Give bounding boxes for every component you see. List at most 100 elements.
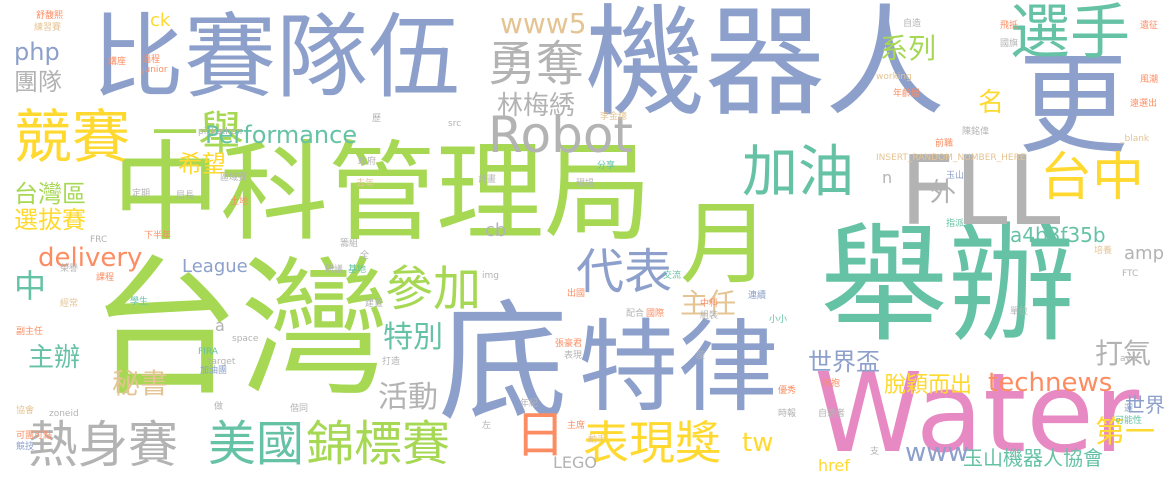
word-img: img <box>482 271 499 281</box>
word-講座: 講座 <box>108 57 127 67</box>
word-玉山: 玉山 <box>946 171 965 181</box>
word-定期: 定期 <box>132 189 151 199</box>
word-活動: 活動 <box>378 380 438 415</box>
word-台中: 台中 <box>1040 148 1145 208</box>
word-n: n <box>882 168 893 187</box>
word-配合: 配合 <box>626 309 645 319</box>
word-名: 名 <box>978 88 1005 118</box>
word-偕同: 偕同 <box>290 404 309 414</box>
word-表現獎: 表現獎 <box>583 416 721 470</box>
word-現場: 現場 <box>576 179 595 189</box>
word-日: 日 <box>515 406 565 464</box>
word-世界: 世界 <box>1125 393 1165 417</box>
word-經常: 經常 <box>60 299 79 309</box>
word-張豪君: 張豪君 <box>555 339 583 349</box>
word-勇奪: 勇奪 <box>488 36 585 92</box>
word-自造: 自造 <box>903 19 922 29</box>
word-舒馥熙: 舒馥熙 <box>36 11 64 21</box>
word-選手: 選手 <box>1010 0 1130 68</box>
word-優秀: 優秀 <box>778 386 797 396</box>
word-可能性: 可能性 <box>1115 416 1143 426</box>
word-php: php <box>14 38 60 66</box>
word-technews: technews <box>988 368 1113 398</box>
word-美國: 美國 <box>208 416 305 472</box>
word-年紀: 年紀 <box>520 399 539 409</box>
word-working: working <box>876 72 912 82</box>
word-a4b3f35b: a4b3f35b <box>1010 223 1106 247</box>
word-junior: junior <box>142 65 168 75</box>
word-動手: 動手 <box>588 435 607 445</box>
word-amp: amp <box>1124 243 1164 264</box>
word-籌組: 籌組 <box>340 239 359 249</box>
word-台灣區: 台灣區 <box>14 180 86 208</box>
word-主任: 主任 <box>680 287 737 320</box>
word-脫穎而出: 脫穎而出 <box>884 373 973 398</box>
word-代表: 代表 <box>576 244 673 300</box>
word-選拔賽: 選拔賽 <box>14 206 86 234</box>
word-參加: 參加 <box>385 261 482 317</box>
word-舉辦: 舉辦 <box>820 211 1077 360</box>
word-組裝: 組裝 <box>700 311 719 321</box>
word-競賽: 競賽 <box>14 103 131 171</box>
word-遠選出: 遠選出 <box>1130 99 1158 109</box>
word-學生: 學生 <box>130 297 149 307</box>
word-世界盃: 世界盃 <box>808 348 880 376</box>
word-計畫: 計畫 <box>478 175 497 185</box>
word-選: 選 <box>1124 404 1134 414</box>
word-ftc: FTC <box>1122 269 1139 279</box>
word-錦標賽: 錦標賽 <box>306 416 451 472</box>
word-全: 全 <box>360 251 370 261</box>
word-林梅綉: 林梅綉 <box>497 91 576 121</box>
word-時報: 時報 <box>778 409 797 419</box>
word-一舉: 一舉 <box>152 106 244 160</box>
word-培養: 培養 <box>1094 246 1113 256</box>
word-比賽隊伍: 比賽隊伍 <box>92 4 461 111</box>
word-歷: 歷 <box>372 114 382 124</box>
word-打氣: 打氣 <box>1095 337 1152 370</box>
word-做: 做 <box>214 402 224 412</box>
word-中科: 中科 <box>700 299 719 309</box>
word-指派: 指派 <box>946 219 965 229</box>
word-熱身賽: 熱身賽 <box>28 416 178 474</box>
word-分享: 分享 <box>597 161 616 171</box>
word-加油團: 加油團 <box>200 366 228 376</box>
word-performance: Performance <box>205 121 358 149</box>
word-第一: 第一 <box>1095 415 1155 450</box>
word-water: Water <box>814 349 1140 477</box>
word-左: 左 <box>482 421 492 431</box>
word-年齡層: 年齡層 <box>893 89 921 99</box>
word-target: target <box>208 357 236 367</box>
word-zoneid: zoneid <box>49 409 79 419</box>
word-小小: 小小 <box>769 315 788 325</box>
word-space: space <box>232 334 259 344</box>
word-副主任: 副主任 <box>16 327 44 337</box>
word-擁抱: 擁抱 <box>822 379 841 389</box>
word-前職: 前職 <box>935 139 954 149</box>
word-自適者: 自適者 <box>818 409 846 419</box>
word-delivery: delivery <box>38 243 143 273</box>
word-a: a <box>215 316 225 335</box>
word-系列: 系列 <box>880 32 937 65</box>
word-支: 支 <box>870 447 880 457</box>
word-fll: FLL <box>900 137 1061 247</box>
word-lego: LEGO <box>553 453 598 472</box>
word-競技: 競技 <box>16 442 35 452</box>
word-政府: 政府 <box>358 157 377 167</box>
word-台灣: 台灣 <box>90 243 391 417</box>
word-區域賽: 區域賽 <box>220 173 248 183</box>
word-練習賽: 練習賽 <box>34 23 62 33</box>
word-avw: avw <box>1120 354 1139 364</box>
word-陳銘偉: 陳銘偉 <box>962 127 990 137</box>
word-www: www <box>905 438 969 468</box>
word-研議: 研議 <box>325 265 344 275</box>
word-href: href <box>818 456 850 475</box>
word-fira: FIRA <box>198 347 218 357</box>
word-土地: 土地 <box>230 197 249 207</box>
word-中科管理局: 中科管理局 <box>112 131 653 256</box>
word-league: League <box>182 256 248 277</box>
word-基地: 基地 <box>348 265 367 275</box>
word-月: 月 <box>680 192 770 297</box>
word-外: 外 <box>930 178 957 208</box>
word-打造: 打造 <box>382 357 401 367</box>
word-玉山機器人協會: 玉山機器人協會 <box>963 446 1103 470</box>
